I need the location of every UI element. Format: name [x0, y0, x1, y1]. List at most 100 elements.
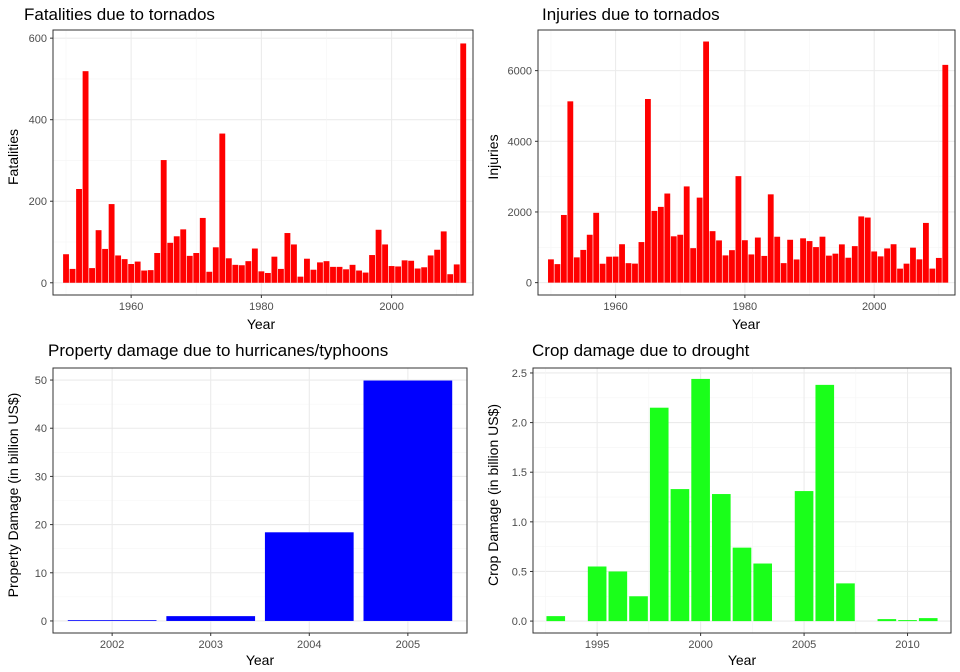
crop-damage-chart: Crop damage due to drought Year Crop Dam… — [485, 341, 952, 668]
chart-title: Crop damage due to drought — [532, 341, 750, 360]
y-tick-label: 0 — [41, 616, 47, 628]
x-axis-title: Year — [732, 316, 761, 332]
grid — [53, 30, 473, 295]
bar — [753, 563, 773, 622]
panel-border — [532, 367, 952, 634]
bar — [754, 237, 761, 283]
bar — [910, 247, 916, 283]
chart-title: Fatalities due to tornados — [24, 5, 215, 24]
bar — [774, 236, 781, 283]
y-axis: 0 10 20 30 40 50 — [35, 375, 53, 628]
bar — [238, 265, 245, 283]
bar — [884, 248, 891, 283]
y-tick-label: 0.0 — [512, 616, 527, 628]
bar — [395, 266, 402, 283]
x-tick-label: 2010 — [895, 639, 919, 651]
bar — [767, 194, 774, 283]
chart-title: Injuries due to tornados — [542, 5, 720, 24]
bar — [664, 193, 671, 283]
bar — [942, 64, 949, 283]
injuries-chart: Injuries due to tornados Year Injuries 0… — [485, 5, 956, 332]
bar — [780, 263, 787, 283]
bar — [922, 222, 929, 283]
x-tick-label: 1960 — [119, 301, 143, 313]
bar — [388, 266, 395, 283]
bar — [375, 229, 382, 283]
y-tick-label: 6000 — [508, 66, 532, 78]
x-tick-label: 1980 — [249, 301, 273, 313]
bar — [167, 242, 174, 283]
bar — [362, 272, 369, 283]
bar — [258, 271, 265, 283]
bar — [115, 255, 122, 283]
x-axis: 1960 1980 2000 — [119, 295, 404, 313]
x-tick-label: 2000 — [862, 301, 886, 313]
bar — [858, 216, 865, 283]
x-tick-label: 2000 — [688, 639, 712, 651]
bar — [690, 248, 697, 283]
bar — [703, 41, 710, 283]
x-tick-label: 1995 — [585, 639, 609, 651]
bar — [225, 258, 232, 283]
bar — [619, 244, 625, 283]
bar — [166, 616, 256, 621]
bar — [173, 236, 180, 283]
bar — [819, 236, 826, 283]
bar — [141, 270, 148, 283]
bar — [890, 244, 897, 283]
bar — [343, 269, 349, 283]
bar — [67, 620, 157, 621]
bar — [748, 254, 755, 283]
bar — [787, 239, 794, 283]
bar — [193, 253, 200, 283]
bar — [323, 261, 330, 283]
bar — [363, 380, 453, 621]
bar — [573, 257, 580, 283]
bar — [832, 253, 839, 283]
y-axis: 0 2000 4000 6000 — [508, 66, 538, 290]
bar — [608, 571, 628, 622]
bar — [606, 256, 613, 283]
bar — [709, 231, 716, 283]
bar — [548, 259, 554, 283]
bar — [903, 263, 910, 283]
bar — [304, 258, 310, 283]
bar — [414, 268, 421, 283]
panel-border — [52, 29, 474, 296]
bar — [554, 264, 561, 283]
bar — [297, 276, 304, 283]
y-tick-label: 1.5 — [512, 467, 527, 479]
y-tick-label: 2.5 — [512, 368, 527, 380]
x-tick-label: 2002 — [100, 639, 124, 651]
bar — [330, 266, 336, 283]
bar — [421, 267, 428, 283]
bar — [935, 257, 942, 283]
bar — [560, 214, 567, 283]
bar — [735, 176, 742, 283]
bar — [440, 231, 447, 283]
bar — [401, 260, 408, 283]
bar — [408, 260, 415, 283]
bar — [587, 566, 607, 622]
bar — [460, 43, 467, 283]
chart-title: Property damage due to hurricanes/typhoo… — [48, 341, 388, 360]
bar — [644, 99, 651, 283]
bar — [826, 255, 832, 283]
bar — [929, 268, 936, 283]
bar — [683, 186, 690, 283]
bar — [427, 255, 434, 283]
bar — [691, 378, 710, 622]
panel-border — [52, 367, 468, 634]
bar — [696, 197, 703, 283]
bar — [160, 160, 167, 283]
bar — [898, 620, 917, 622]
bar — [677, 234, 684, 283]
bar — [128, 264, 135, 283]
x-tick-label: 1980 — [733, 301, 757, 313]
bar — [864, 217, 871, 283]
bar — [356, 270, 362, 283]
bar — [761, 255, 768, 283]
y-tick-label: 0 — [526, 278, 532, 290]
y-tick-label: 400 — [29, 115, 47, 127]
